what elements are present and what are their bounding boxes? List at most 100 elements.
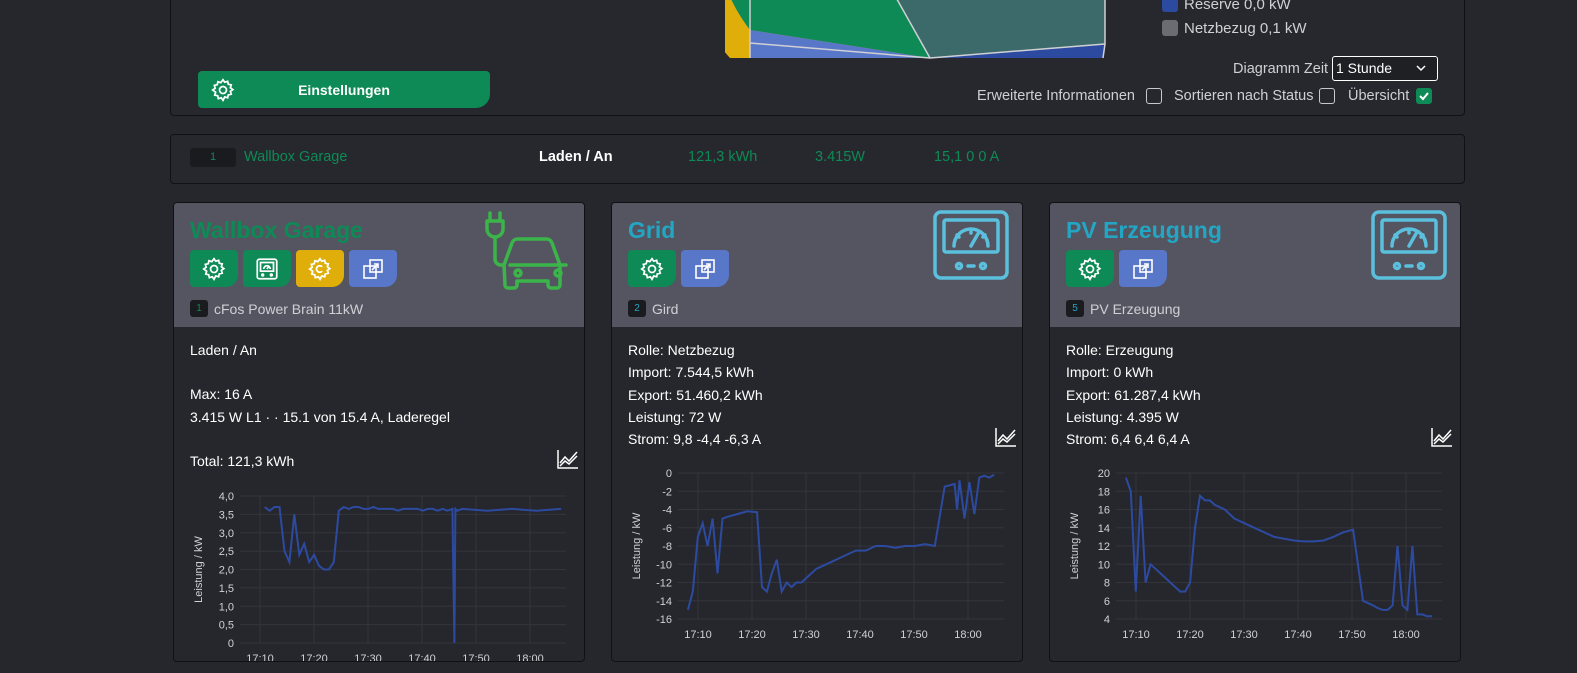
card-details: Rolle: Netzbezug Import: 7.544,5 kWh Exp… — [612, 327, 1022, 450]
x-tick-label: 18:00 — [1392, 629, 1420, 641]
extended-info-checkbox[interactable] — [1146, 88, 1162, 104]
card-details: Laden / An Max: 16 A 3.415 W L1 · · 15.1… — [174, 327, 584, 472]
external-window-icon — [1131, 257, 1155, 281]
detail-line: Leistung: 4.395 W — [1066, 406, 1444, 428]
legend-item[interactable]: Reserve 0,0 kW — [1162, 0, 1307, 15]
gear-icon — [1077, 256, 1103, 282]
open-window-button[interactable] — [1119, 250, 1167, 287]
legend-swatch — [1162, 20, 1178, 36]
meter-gauge-icon — [932, 209, 1010, 281]
series-line — [688, 475, 994, 610]
device-card-pv: PV Erzeugung 5 PV Erzeugung Rolle: Erzeu… — [1049, 202, 1461, 662]
summary-current: 15,1 0 0 A — [934, 149, 999, 165]
y-tick-label: 10 — [1098, 559, 1110, 571]
pie-legend: Reserve 0,0 kW Netzbezug 0,1 kW — [1162, 0, 1307, 39]
y-tick-label: -12 — [656, 578, 672, 590]
gear-icon — [201, 256, 227, 282]
detail-line: Max: 16 A — [190, 383, 568, 405]
external-window-icon — [693, 257, 717, 281]
chart-toggle-icon[interactable] — [995, 427, 1017, 447]
y-tick-label: 0 — [666, 468, 672, 480]
x-tick-label: 17:20 — [300, 653, 328, 662]
y-axis-label: Leistung / kW — [1069, 512, 1081, 579]
y-tick-label: 14 — [1098, 523, 1110, 535]
x-tick-label: 17:30 — [354, 653, 382, 662]
device-card-wallbox: Wallbox Garage 1 cFos Power Brain 11kW — [173, 202, 585, 662]
x-tick-label: 17:30 — [1230, 629, 1258, 641]
x-tick-label: 17:10 — [1122, 629, 1150, 641]
overview-label: Übersicht — [1348, 88, 1409, 104]
checkmark-icon — [1417, 89, 1431, 103]
y-tick-label: -14 — [656, 596, 672, 608]
y-tick-label: 16 — [1098, 505, 1110, 517]
x-tick-label: 17:40 — [1284, 629, 1312, 641]
y-tick-label: 1,0 — [219, 601, 234, 613]
x-tick-label: 17:50 — [900, 629, 928, 641]
x-tick-label: 17:10 — [684, 629, 712, 641]
y-tick-label: 0 — [228, 638, 234, 650]
settings-button[interactable] — [1066, 250, 1114, 287]
chart-toggle-icon[interactable] — [557, 449, 579, 469]
series-line — [1126, 478, 1432, 617]
detail-line: Strom: 6,4 6,4 6,4 A — [1066, 428, 1444, 450]
detail-line — [190, 361, 568, 383]
gear-c-icon — [307, 256, 333, 282]
card-details: Rolle: Erzeugung Import: 0 kWh Export: 6… — [1050, 327, 1460, 450]
y-tick-label: 12 — [1098, 541, 1110, 553]
overview-checkbox[interactable] — [1416, 88, 1432, 104]
power-line-chart: 20 18 16 14 12 10 8 6 4 17:10 17:20 17:30 17:40 17:50… — [1050, 456, 1461, 656]
device-card-grid: Grid 2 Gird Rolle: Netzbezug Import: 7.5… — [611, 202, 1023, 662]
gear-icon — [639, 256, 665, 282]
diagram-time-select[interactable]: 1 Stunde — [1332, 56, 1438, 81]
extended-info-label: Erweiterte Informationen — [977, 88, 1135, 104]
sort-checkbox[interactable] — [1319, 88, 1335, 104]
y-axis-label: Leistung / kW — [193, 536, 205, 603]
x-tick-label: 17:50 — [1338, 629, 1366, 641]
device-info: 5 PV Erzeugung — [1066, 300, 1180, 317]
open-window-button[interactable] — [681, 250, 729, 287]
y-tick-label: -2 — [662, 486, 672, 498]
card-title[interactable]: Wallbox Garage — [190, 217, 363, 244]
summary-index-badge: 1 — [190, 148, 236, 167]
chevron-down-icon — [1415, 62, 1427, 74]
open-window-button[interactable] — [349, 250, 397, 287]
settings-button[interactable] — [628, 250, 676, 287]
y-tick-label: -6 — [662, 523, 672, 535]
x-tick-label: 17:40 — [846, 629, 874, 641]
legend-label: Reserve 0,0 kW — [1184, 0, 1291, 13]
detail-line: Export: 61.287,4 kWh — [1066, 384, 1444, 406]
summary-name-link[interactable]: Wallbox Garage — [244, 149, 347, 165]
legend-label: Netzbezug 0,1 kW — [1184, 20, 1307, 37]
y-tick-label: 1,5 — [219, 583, 234, 595]
y-tick-label: 4 — [1104, 614, 1110, 626]
card-header: PV Erzeugung 5 PV Erzeugung — [1050, 203, 1460, 327]
card-title[interactable]: PV Erzeugung — [1066, 217, 1222, 244]
gear-icon — [198, 77, 248, 103]
detail-line: Import: 0 kWh — [1066, 361, 1444, 383]
y-tick-label: 2,5 — [219, 546, 234, 558]
device-name: PV Erzeugung — [1090, 301, 1180, 317]
detail-line: Rolle: Netzbezug — [628, 339, 1006, 361]
chart-toggle-icon[interactable] — [1431, 427, 1453, 447]
ev-charger-car-icon — [482, 209, 572, 301]
y-tick-label: 2,0 — [219, 565, 234, 577]
series-line — [265, 507, 561, 643]
x-tick-label: 17:10 — [246, 653, 274, 662]
settings-button[interactable]: Einstellungen — [198, 71, 490, 108]
y-tick-label: 3,0 — [219, 528, 234, 540]
device-name: cFos Power Brain 11kW — [214, 301, 363, 317]
card-title[interactable]: Grid — [628, 217, 675, 244]
detail-line: Import: 7.544,5 kWh — [628, 361, 1006, 383]
meter-settings-button[interactable] — [243, 250, 291, 287]
y-tick-label: 4,0 — [219, 491, 234, 503]
x-tick-label: 17:20 — [1176, 629, 1204, 641]
y-tick-label: -16 — [656, 614, 672, 626]
legend-item[interactable]: Netzbezug 0,1 kW — [1162, 17, 1307, 39]
detail-line: Strom: 9,8 -4,4 -6,3 A — [628, 428, 1006, 450]
charging-rules-button[interactable] — [296, 250, 344, 287]
external-window-icon — [361, 257, 385, 281]
y-tick-label: 20 — [1098, 468, 1110, 480]
settings-button[interactable] — [190, 250, 238, 287]
x-tick-label: 17:50 — [462, 653, 490, 662]
detail-line: Total: 121,3 kWh — [190, 450, 568, 472]
